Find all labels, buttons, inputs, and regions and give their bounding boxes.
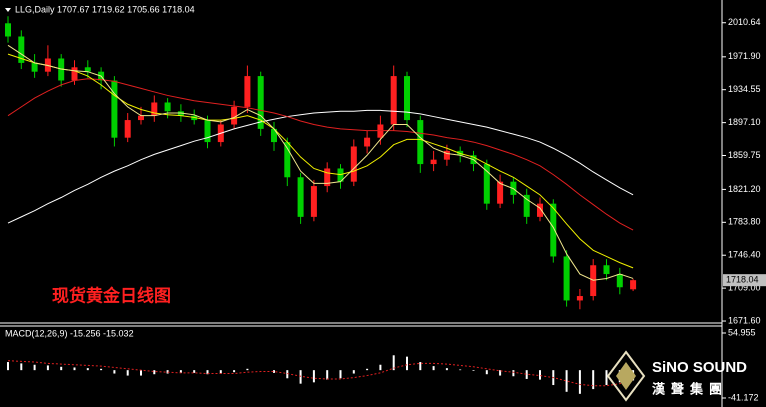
candle-body bbox=[483, 164, 490, 204]
candle-body bbox=[364, 137, 371, 147]
candle-body bbox=[84, 67, 91, 72]
moving-average bbox=[7, 78, 634, 231]
candle-body bbox=[324, 168, 331, 187]
candle-body bbox=[71, 67, 78, 81]
candle-body bbox=[151, 102, 158, 116]
candle-body bbox=[257, 76, 264, 129]
moving-average bbox=[7, 53, 634, 269]
candle-body bbox=[430, 159, 437, 165]
candle-body bbox=[563, 256, 570, 301]
candle-body bbox=[164, 102, 171, 112]
y-tick-label: 1709.00 bbox=[728, 283, 761, 293]
candle-body bbox=[204, 120, 211, 143]
candle-body bbox=[111, 80, 118, 138]
logo-subtitle: 漢聲集團 bbox=[652, 381, 728, 396]
candle-body bbox=[310, 186, 317, 217]
candle-body bbox=[350, 146, 357, 182]
candle-body bbox=[31, 62, 38, 72]
candle-body bbox=[124, 120, 131, 138]
logo: SiNO SOUND 漢聲集團 bbox=[606, 350, 747, 402]
current-price: 1718.04 bbox=[726, 275, 759, 285]
candle-body bbox=[616, 274, 623, 288]
candle-body bbox=[537, 203, 543, 217]
moving-average bbox=[7, 44, 634, 281]
candle-body bbox=[404, 76, 410, 121]
logo-icon bbox=[616, 362, 636, 390]
candle-body bbox=[523, 194, 530, 217]
annotation: 现货黄金日线图 bbox=[52, 285, 171, 305]
signal-line bbox=[7, 360, 634, 387]
candle-body bbox=[443, 150, 450, 160]
candle-body bbox=[630, 280, 637, 290]
y-tick-label: 54.955 bbox=[728, 327, 756, 337]
moving-average bbox=[7, 109, 634, 224]
candle-body bbox=[284, 142, 291, 178]
candle-body bbox=[138, 115, 144, 121]
logo-name: SiNO SOUND bbox=[652, 359, 747, 376]
candle-body bbox=[497, 181, 504, 204]
candle-body bbox=[297, 177, 304, 217]
candle-body bbox=[231, 106, 238, 125]
y-tick-label: 1746.40 bbox=[728, 250, 761, 260]
y-tick-label: 1971.90 bbox=[728, 51, 761, 61]
logo-icon bbox=[606, 350, 646, 402]
chart-title: LLG,Daily 1707.67 1719.62 1705.66 1718.0… bbox=[15, 4, 195, 14]
candle-body bbox=[550, 203, 557, 257]
y-tick-label: 2010.64 bbox=[728, 17, 761, 27]
y-tick-label: -41.172 bbox=[728, 392, 759, 402]
candle-body bbox=[390, 76, 397, 125]
y-tick-label: 1897.10 bbox=[728, 117, 761, 127]
dropdown-icon bbox=[5, 8, 11, 12]
candle-body bbox=[603, 265, 610, 275]
candle-body bbox=[271, 128, 277, 143]
y-tick-label: 1671.60 bbox=[728, 315, 761, 325]
macd-title: MACD(12,26,9) -15.256 -15.032 bbox=[5, 328, 134, 338]
candle-body bbox=[5, 23, 11, 37]
y-tick-label: 1821.20 bbox=[728, 184, 761, 194]
y-tick-label: 1934.55 bbox=[728, 84, 761, 94]
candle-body bbox=[18, 36, 25, 63]
candle-body bbox=[417, 120, 424, 165]
candle-body bbox=[576, 296, 583, 301]
y-tick-label: 1859.75 bbox=[728, 150, 761, 160]
y-tick-label: 1783.80 bbox=[728, 217, 761, 227]
price-label-bg bbox=[723, 274, 766, 287]
candle-body bbox=[244, 76, 251, 107]
